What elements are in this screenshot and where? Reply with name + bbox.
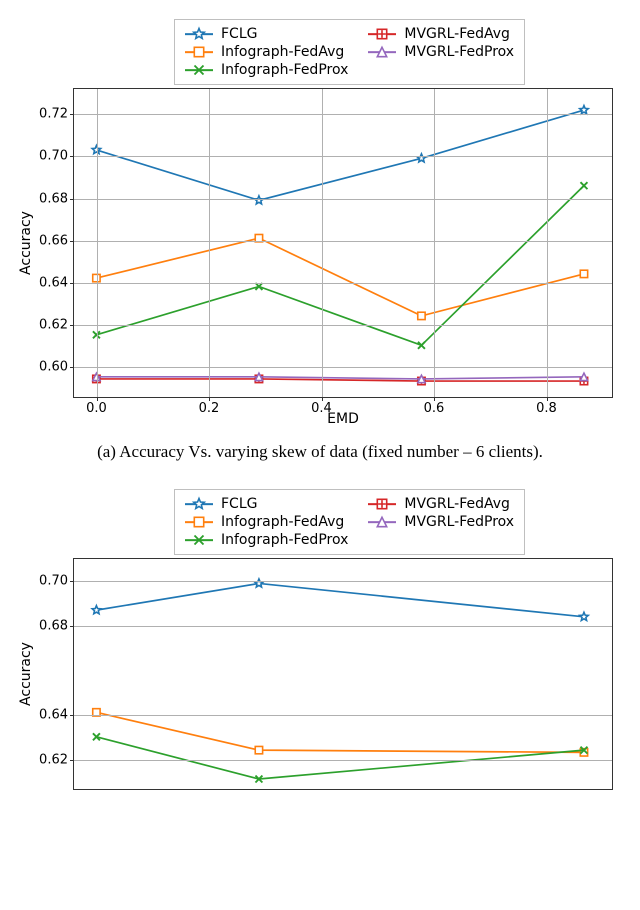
legend-item-infavg: Infograph-FedAvg xyxy=(185,44,348,60)
legend-label: MVGRL-FedProx xyxy=(404,514,514,530)
ytick-label: 0.72 xyxy=(39,107,74,122)
ytick-label: 0.70 xyxy=(39,574,74,589)
legend-item-mvprx: MVGRL-FedProx xyxy=(368,514,514,530)
chart-b: FCLGMVGRL-FedAvgInfograph-FedAvgMVGRL-Fe… xyxy=(73,558,613,790)
ytick-label: 0.68 xyxy=(39,191,74,206)
ytick-label: 0.62 xyxy=(39,318,74,333)
ytick-label: 0.66 xyxy=(39,233,74,248)
legend-label: Infograph-FedAvg xyxy=(221,514,344,530)
legend-item-mvavg: MVGRL-FedAvg xyxy=(368,496,514,512)
y-axis-label: Accuracy xyxy=(18,211,34,275)
xtick-label: 0.6 xyxy=(424,397,445,416)
legend-item-mvavg: MVGRL-FedAvg xyxy=(368,26,514,42)
legend: FCLG MVGRL-FedAvg Infograph-FedAvg MVGRL-Fe… xyxy=(174,489,525,555)
legend-item-infavg: Infograph-FedAvg xyxy=(185,514,348,530)
ytick-label: 0.62 xyxy=(39,752,74,767)
y-axis-label: Accuracy xyxy=(18,642,34,706)
legend-item-mvprx: MVGRL-FedProx xyxy=(368,44,514,60)
xtick-label: 0.2 xyxy=(199,397,220,416)
ytick-label: 0.68 xyxy=(39,618,74,633)
legend-label: FCLG xyxy=(221,26,257,42)
legend-item-infprx: Infograph-FedProx xyxy=(185,62,348,78)
x-axis-label: EMD xyxy=(327,411,359,427)
legend-item-fclg: FCLG xyxy=(185,26,348,42)
legend-label: Infograph-FedProx xyxy=(221,532,348,548)
legend-label: MVGRL-FedProx xyxy=(404,44,514,60)
xtick-label: 0.0 xyxy=(86,397,107,416)
ytick-label: 0.64 xyxy=(39,276,74,291)
ytick-label: 0.60 xyxy=(39,360,74,375)
legend-label: Infograph-FedAvg xyxy=(221,44,344,60)
legend-label: Infograph-FedProx xyxy=(221,62,348,78)
chart-a: FCLGMVGRL-FedAvgInfograph-FedAvgMVGRL-Fe… xyxy=(73,88,613,398)
legend-item-infprx: Infograph-FedProx xyxy=(185,532,348,548)
xtick-label: 0.4 xyxy=(311,397,332,416)
ytick-label: 0.70 xyxy=(39,149,74,164)
legend-label: MVGRL-FedAvg xyxy=(404,496,510,512)
legend: FCLG MVGRL-FedAvg Infograph-FedAvg MVGRL-Fe… xyxy=(174,19,525,85)
plot-area xyxy=(74,559,612,790)
xtick-label: 0.8 xyxy=(536,397,557,416)
legend-label: FCLG xyxy=(221,496,257,512)
legend-label: MVGRL-FedAvg xyxy=(404,26,510,42)
plot-area xyxy=(74,89,612,398)
legend-item-fclg: FCLG xyxy=(185,496,348,512)
caption-a: (a) Accuracy Vs. varying skew of data (f… xyxy=(15,442,625,462)
ytick-label: 0.64 xyxy=(39,708,74,723)
